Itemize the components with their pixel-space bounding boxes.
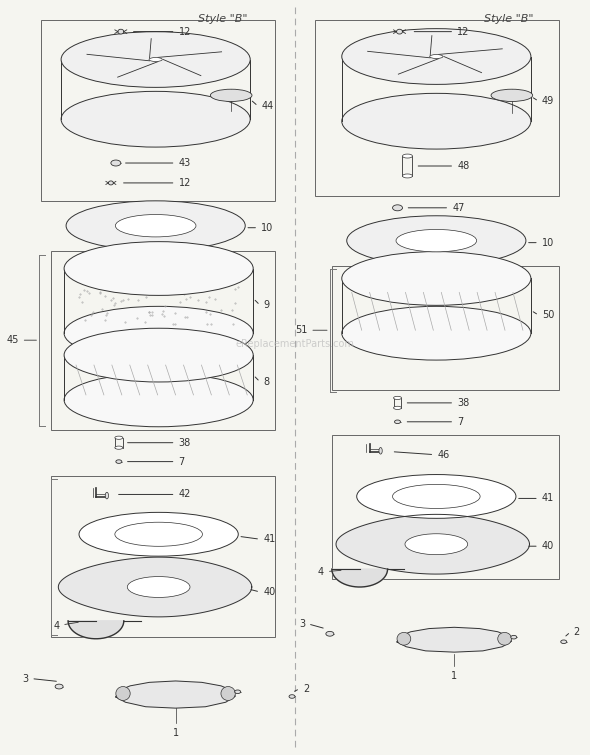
Ellipse shape (64, 307, 253, 360)
Text: 9: 9 (263, 300, 269, 310)
Ellipse shape (64, 242, 253, 295)
Text: 45: 45 (6, 335, 37, 345)
Ellipse shape (118, 29, 124, 34)
Ellipse shape (55, 684, 63, 689)
Text: 38: 38 (179, 438, 191, 448)
Ellipse shape (342, 94, 531, 149)
Ellipse shape (402, 154, 412, 158)
Text: 42: 42 (179, 489, 191, 500)
Text: 38: 38 (457, 398, 470, 408)
Text: eReplacementParts.com: eReplacementParts.com (235, 339, 355, 349)
Bar (51, 476, 275, 636)
Ellipse shape (61, 32, 250, 88)
Ellipse shape (66, 201, 245, 251)
Ellipse shape (347, 216, 526, 266)
Bar (332, 266, 559, 390)
Ellipse shape (64, 373, 253, 427)
Ellipse shape (79, 513, 238, 556)
Text: 2: 2 (303, 683, 309, 694)
Ellipse shape (342, 307, 531, 360)
Ellipse shape (396, 29, 402, 34)
Text: 1: 1 (451, 670, 457, 680)
Ellipse shape (64, 328, 253, 382)
Text: 10: 10 (542, 238, 554, 248)
Ellipse shape (491, 89, 533, 101)
Bar (332, 435, 559, 579)
Ellipse shape (405, 534, 468, 555)
Text: 7: 7 (179, 457, 185, 467)
Text: 43: 43 (179, 158, 191, 168)
Ellipse shape (221, 686, 235, 701)
Ellipse shape (397, 633, 411, 645)
Ellipse shape (342, 251, 531, 305)
Ellipse shape (109, 181, 113, 185)
Text: 1: 1 (172, 729, 179, 738)
Text: 46: 46 (437, 450, 450, 460)
Bar (315, 20, 559, 196)
Text: 51: 51 (295, 325, 327, 335)
Text: 49: 49 (542, 97, 554, 106)
Ellipse shape (395, 420, 401, 424)
Text: 4: 4 (318, 567, 341, 577)
Ellipse shape (357, 475, 516, 519)
Ellipse shape (115, 436, 123, 439)
Polygon shape (336, 514, 529, 574)
Ellipse shape (289, 695, 295, 698)
Polygon shape (58, 557, 252, 617)
Text: Style "B": Style "B" (484, 14, 534, 23)
Text: 3: 3 (299, 619, 305, 629)
Ellipse shape (342, 29, 531, 85)
Text: 48: 48 (457, 161, 470, 171)
Ellipse shape (61, 91, 250, 147)
Ellipse shape (116, 214, 196, 237)
Ellipse shape (326, 631, 334, 636)
Ellipse shape (116, 460, 122, 464)
Ellipse shape (498, 633, 512, 645)
Text: 40: 40 (263, 587, 276, 597)
Text: 10: 10 (261, 223, 273, 233)
Ellipse shape (394, 396, 402, 399)
Ellipse shape (430, 54, 443, 58)
Polygon shape (116, 681, 235, 708)
Ellipse shape (115, 522, 202, 547)
Polygon shape (397, 627, 512, 652)
Ellipse shape (402, 174, 412, 178)
Ellipse shape (105, 492, 109, 499)
Bar (41, 20, 275, 201)
Text: 8: 8 (263, 377, 269, 387)
Ellipse shape (111, 160, 121, 166)
Ellipse shape (392, 485, 480, 508)
Polygon shape (332, 569, 388, 587)
Text: 2: 2 (573, 627, 580, 636)
Ellipse shape (511, 636, 517, 639)
Ellipse shape (127, 577, 190, 597)
Text: 41: 41 (263, 535, 276, 544)
Ellipse shape (235, 690, 241, 694)
Bar (51, 251, 275, 430)
Ellipse shape (115, 446, 123, 449)
Ellipse shape (396, 230, 477, 252)
Ellipse shape (211, 89, 252, 101)
Ellipse shape (116, 686, 130, 701)
Ellipse shape (149, 57, 162, 61)
Text: 41: 41 (542, 494, 554, 504)
Text: 40: 40 (542, 541, 554, 551)
Text: 3: 3 (22, 673, 28, 683)
Text: Style "B": Style "B" (198, 14, 247, 23)
Ellipse shape (560, 640, 567, 643)
Text: 12: 12 (457, 26, 470, 37)
Text: 7: 7 (457, 417, 464, 427)
Text: 12: 12 (179, 26, 191, 37)
Text: 47: 47 (453, 203, 465, 213)
Text: 50: 50 (542, 310, 554, 320)
Polygon shape (68, 621, 124, 639)
Text: 4: 4 (53, 621, 78, 631)
Text: 12: 12 (179, 178, 191, 188)
Text: 44: 44 (261, 101, 273, 111)
Ellipse shape (379, 448, 382, 454)
Ellipse shape (392, 205, 402, 211)
Ellipse shape (394, 406, 402, 409)
